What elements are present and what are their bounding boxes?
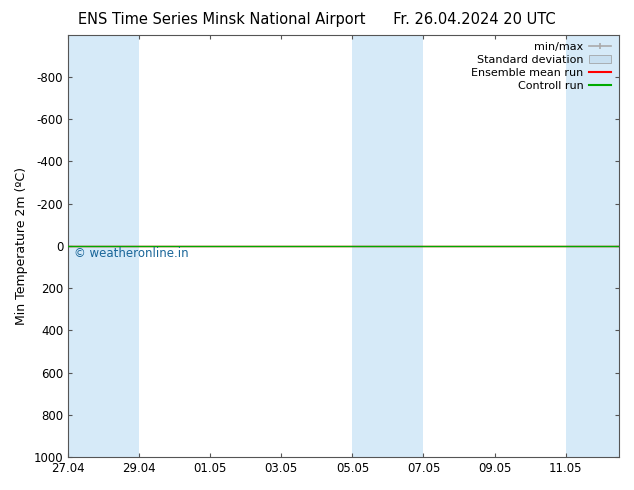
Y-axis label: Min Temperature 2m (ºC): Min Temperature 2m (ºC) bbox=[15, 167, 28, 325]
Text: ENS Time Series Minsk National Airport      Fr. 26.04.2024 20 UTC: ENS Time Series Minsk National Airport F… bbox=[78, 12, 556, 27]
Bar bbox=[353, 35, 424, 457]
Bar bbox=[68, 35, 139, 457]
Bar bbox=[566, 35, 619, 457]
Text: © weatheronline.in: © weatheronline.in bbox=[74, 246, 188, 260]
Legend: min/max, Standard deviation, Ensemble mean run, Controll run: min/max, Standard deviation, Ensemble me… bbox=[468, 39, 614, 94]
